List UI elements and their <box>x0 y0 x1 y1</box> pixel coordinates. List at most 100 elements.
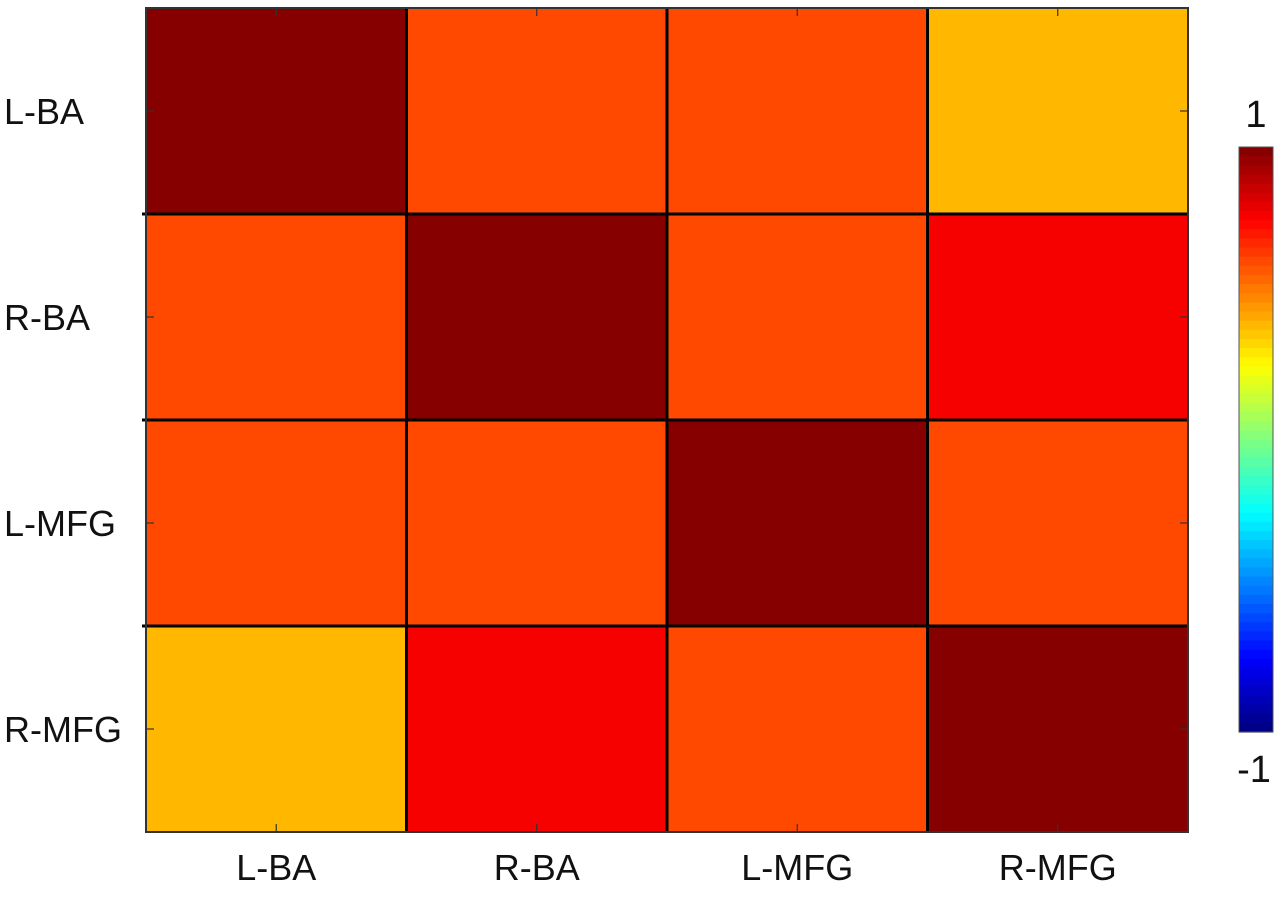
heatmap-cell-r3-c2 <box>667 626 928 832</box>
heatmap-cell-r0-c1 <box>406 8 667 214</box>
heatmap-cell-r0-c3 <box>927 8 1188 214</box>
colorbar-band-13 <box>1239 265 1273 276</box>
heatmap-cell-r1-c3 <box>927 214 1188 420</box>
y-tick-label-1: R-BA <box>4 297 90 338</box>
heatmap-cell-r3-c1 <box>406 626 667 832</box>
colorbar-band-20 <box>1239 329 1273 340</box>
colorbar-band-40 <box>1239 512 1273 523</box>
colorbar-band-5 <box>1239 192 1273 203</box>
colorbar-band-57 <box>1239 668 1273 678</box>
heatmap-cell-r3-c0 <box>146 626 407 832</box>
colorbar-band-52 <box>1239 622 1273 633</box>
colorbar-band-9 <box>1239 229 1273 240</box>
colorbar-min-label: -1 <box>1237 749 1271 791</box>
y-tick-label-2: L-MFG <box>4 503 116 544</box>
y-tick-label-3: R-MFG <box>4 709 122 750</box>
colorbar-band-42 <box>1239 530 1273 541</box>
heatmap-cell-r3-c3 <box>927 626 1188 832</box>
heatmap-cell-r0-c2 <box>667 8 928 214</box>
heatmap-cell-r2-c1 <box>406 420 667 626</box>
colorbar-band-39 <box>1239 503 1273 514</box>
colorbar-band-11 <box>1239 247 1273 258</box>
colorbar-band-0 <box>1239 147 1273 157</box>
heatmap-cell-r1-c1 <box>406 214 667 420</box>
colorbar-band-28 <box>1239 402 1273 413</box>
colorbar-band-58 <box>1239 677 1273 687</box>
heatmap-cell-r2-c0 <box>146 420 407 626</box>
colorbar-band-30 <box>1239 421 1273 431</box>
colorbar-band-53 <box>1239 631 1273 642</box>
colorbar-band-23 <box>1239 357 1273 367</box>
colorbar-frame <box>1238 146 1274 733</box>
heatmap-cell-r0-c0 <box>146 8 407 214</box>
colorbar-band-29 <box>1239 412 1273 422</box>
colorbar-band-22 <box>1239 348 1273 358</box>
colorbar-band-37 <box>1239 485 1273 495</box>
colorbar-band-45 <box>1239 558 1273 569</box>
colorbar-band-60 <box>1239 695 1273 706</box>
colorbar-band-27 <box>1239 393 1273 404</box>
colorbar-band-43 <box>1239 540 1273 550</box>
colorbar-band-16 <box>1239 293 1273 303</box>
colorbar-band-21 <box>1239 338 1273 349</box>
colorbar-band-49 <box>1239 594 1273 605</box>
colorbar-band-26 <box>1239 384 1273 395</box>
colorbar-band-14 <box>1239 274 1273 285</box>
colorbar-band-2 <box>1239 165 1273 176</box>
colorbar-band-1 <box>1239 156 1273 166</box>
heatmap-cell-r1-c0 <box>146 214 407 420</box>
heatmap-cell-r2-c3 <box>927 420 1188 626</box>
colorbar-band-15 <box>1239 284 1273 294</box>
x-tick-label-3: R-MFG <box>999 847 1117 888</box>
axis-ticks <box>146 8 1188 832</box>
plot-frame <box>145 7 1189 833</box>
colorbar: 1 -1 <box>1237 94 1274 791</box>
colorbar-band-18 <box>1239 311 1273 322</box>
colorbar-band-61 <box>1239 704 1273 715</box>
heatmap-cell-r2-c2 <box>667 420 928 626</box>
colorbar-band-8 <box>1239 220 1273 230</box>
colorbar-band-51 <box>1239 613 1273 623</box>
colorbar-band-24 <box>1239 366 1273 377</box>
colorbar-band-36 <box>1239 476 1273 486</box>
colorbar-band-38 <box>1239 494 1273 505</box>
y-tick-label-0: L-BA <box>4 91 84 132</box>
heatmap-cells <box>146 8 1188 832</box>
colorbar-band-31 <box>1239 430 1273 441</box>
colorbar-band-7 <box>1239 210 1273 221</box>
colorbar-band-17 <box>1239 302 1273 313</box>
colorbar-band-48 <box>1239 585 1273 596</box>
y-axis-tick-labels: L-BA R-BA L-MFG R-MFG <box>4 91 122 750</box>
colorbar-band-47 <box>1239 576 1273 587</box>
colorbar-band-62 <box>1239 713 1273 724</box>
colorbar-band-34 <box>1239 457 1273 468</box>
colorbar-band-33 <box>1239 448 1273 459</box>
colorbar-band-25 <box>1239 375 1273 386</box>
x-tick-label-2: L-MFG <box>741 847 853 888</box>
colorbar-band-4 <box>1239 183 1273 194</box>
x-axis-tick-labels: L-BA R-BA L-MFG R-MFG <box>236 847 1117 888</box>
heatmap-gridlines <box>142 8 1188 832</box>
colorbar-band-41 <box>1239 521 1273 532</box>
colorbar-band-32 <box>1239 439 1273 450</box>
colorbar-band-59 <box>1239 686 1273 697</box>
colorbar-band-6 <box>1239 201 1273 212</box>
colorbar-band-35 <box>1239 466 1273 477</box>
colorbar-band-19 <box>1239 320 1273 331</box>
colorbar-band-56 <box>1239 658 1273 669</box>
colorbar-band-55 <box>1239 649 1273 660</box>
x-tick-label-0: L-BA <box>236 847 316 888</box>
colorbar-band-3 <box>1239 174 1273 185</box>
heatmap-cell-r1-c2 <box>667 214 928 420</box>
colorbar-band-10 <box>1239 238 1273 249</box>
colorbar-max-label: 1 <box>1245 94 1266 136</box>
x-tick-label-1: R-BA <box>494 847 580 888</box>
colorbar-band-12 <box>1239 256 1273 267</box>
colorbar-band-44 <box>1239 549 1273 559</box>
colorbar-band-54 <box>1239 640 1273 651</box>
colorbar-band-63 <box>1239 722 1273 733</box>
colorbar-gradient <box>1239 147 1273 733</box>
colorbar-band-50 <box>1239 604 1273 614</box>
colorbar-band-46 <box>1239 567 1273 578</box>
